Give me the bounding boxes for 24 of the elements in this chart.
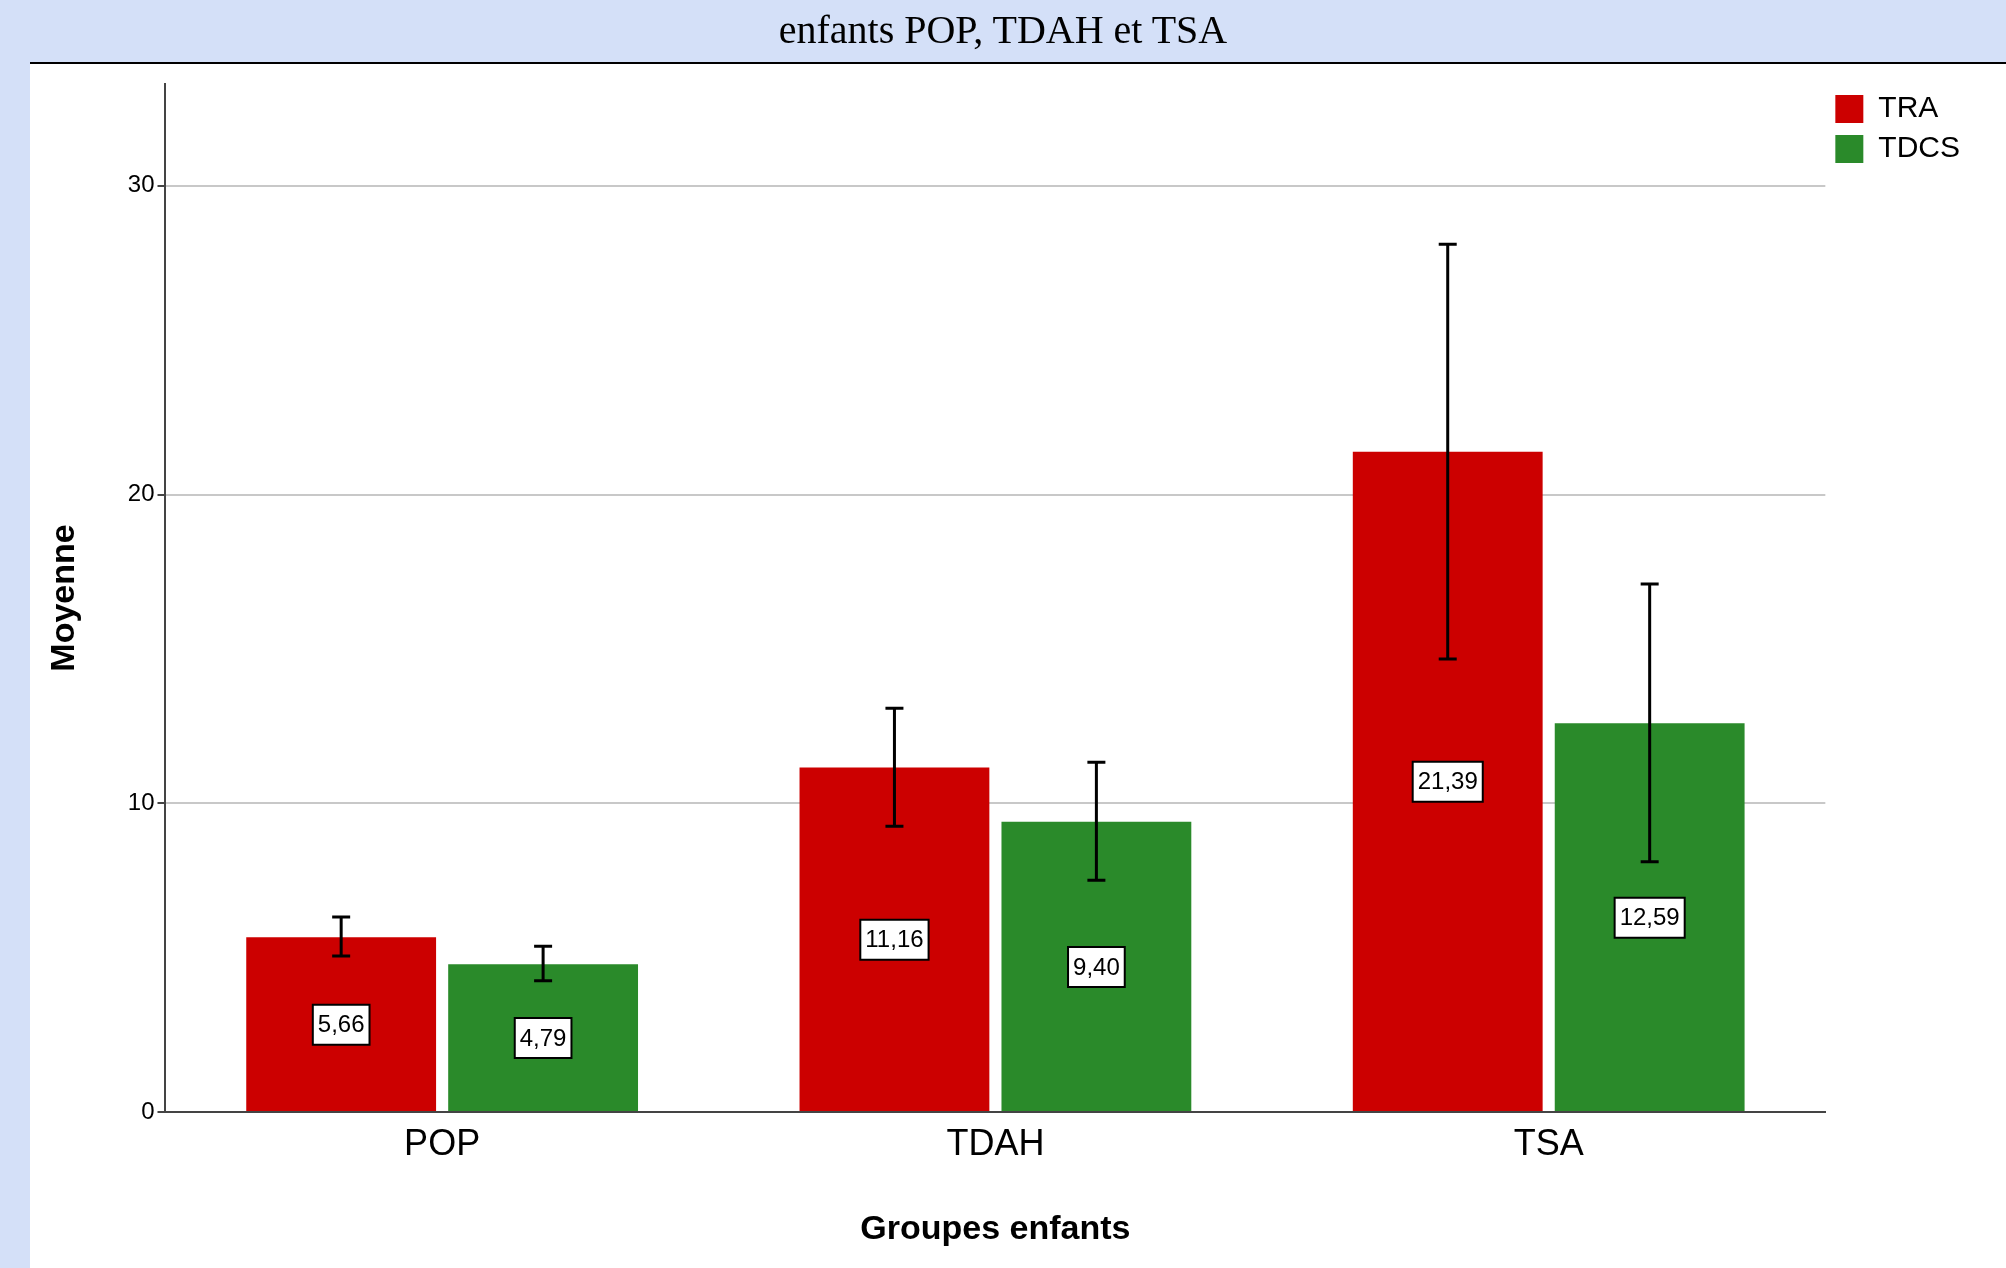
x-tick-label: POP xyxy=(404,1121,481,1163)
x-tick-label: TDAH xyxy=(946,1121,1045,1163)
bar xyxy=(1001,821,1192,1111)
bar xyxy=(246,937,437,1111)
chart-title: enfants POP, TDAH et TSA xyxy=(777,6,1229,54)
y-tick-label: 30 xyxy=(127,170,155,198)
bar xyxy=(799,767,990,1111)
y-tick-label: 0 xyxy=(141,1096,155,1124)
x-axis-title: Groupes enfants xyxy=(860,1207,1131,1246)
bar xyxy=(1352,451,1543,1111)
data-label: 12,59 xyxy=(1619,903,1680,931)
legend-label: TDCS xyxy=(1878,130,1961,164)
y-axis-title: Moyenne xyxy=(42,524,81,672)
data-label: 5,66 xyxy=(317,1010,365,1038)
data-label: 21,39 xyxy=(1417,767,1478,795)
bar xyxy=(1554,723,1745,1111)
data-label: 9,40 xyxy=(1073,952,1120,980)
y-tick-label: 20 xyxy=(127,479,155,507)
bar xyxy=(448,964,639,1111)
x-tick-label: TSA xyxy=(1513,1121,1584,1163)
data-label: 11,16 xyxy=(865,925,924,953)
data-label: 4,79 xyxy=(519,1023,567,1051)
y-tick-label: 10 xyxy=(127,787,155,815)
legend-label: TRA xyxy=(1878,90,1939,124)
